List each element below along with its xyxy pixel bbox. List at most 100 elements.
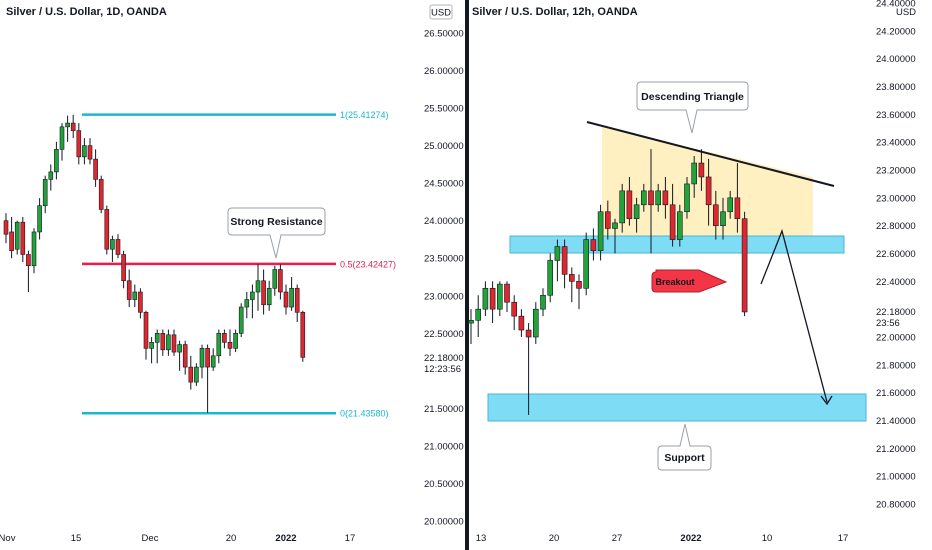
right-y-tick: 24.20000 xyxy=(876,26,916,37)
candle-body xyxy=(59,126,65,150)
triangle-trendline xyxy=(586,121,835,187)
right-price-axis: 24.40000 24.20000 24.00000 23.80000 23.60000… xyxy=(876,0,916,511)
candle-body xyxy=(54,149,59,173)
support-callout: Support xyxy=(657,423,712,471)
candle-body xyxy=(597,211,604,252)
candle-body xyxy=(489,287,496,310)
right-x-tick: 17 xyxy=(838,533,849,544)
right-y-tick: 21.00000 xyxy=(876,472,916,483)
candle-body xyxy=(216,333,222,357)
candle-body xyxy=(511,301,518,317)
left-x-tick: 2022 xyxy=(275,533,296,544)
candle-body xyxy=(126,280,132,300)
left-time-axis: Nov 15 Dec 20 2022 17 xyxy=(0,533,355,544)
right-y-tick: 21.20000 xyxy=(876,444,916,455)
candle-body xyxy=(194,366,199,383)
candle-body xyxy=(261,280,266,306)
candle-body xyxy=(82,145,87,158)
projection-arrowhead xyxy=(820,395,833,406)
fib-level-0-label: 0(21.43580) xyxy=(340,409,389,419)
candle-body xyxy=(612,222,618,229)
right-y-tick: 22.60000 xyxy=(876,249,916,260)
right-y-tick: 22.00000 xyxy=(876,333,916,344)
panel-divider xyxy=(465,0,469,550)
candle-body xyxy=(70,122,76,131)
candle-body xyxy=(250,291,255,300)
candle-body xyxy=(727,197,734,213)
left-price-axis: 26.50000 26.00000 25.50000 25.00000 24.50000… xyxy=(424,29,464,528)
candle-body xyxy=(244,299,250,308)
candle-body xyxy=(540,294,546,310)
candle-body xyxy=(37,205,42,233)
candle-body xyxy=(31,231,37,267)
right-candles xyxy=(468,149,748,415)
left-x-tick: 15 xyxy=(71,533,82,544)
candle-body xyxy=(26,254,31,267)
candle-body xyxy=(14,221,20,250)
left-y-tick: 20.50000 xyxy=(424,479,464,490)
candle-body xyxy=(238,306,244,334)
candle-body xyxy=(115,239,121,255)
candle-body xyxy=(619,190,626,224)
left-x-tick: 20 xyxy=(226,533,237,544)
left-x-tick: Dec xyxy=(142,533,159,544)
candle-body xyxy=(741,218,748,313)
left-y-tick: 21.00000 xyxy=(424,441,464,452)
candle-body xyxy=(568,274,575,282)
candle-body xyxy=(121,254,126,282)
candle-body xyxy=(149,342,154,349)
candle-body xyxy=(468,319,474,324)
right-y-tick: 23.80000 xyxy=(876,82,916,93)
candle-body xyxy=(9,231,14,252)
candle-body xyxy=(110,239,115,250)
left-chart-title: Silver / U.S. Dollar, 1D, OANDA xyxy=(6,6,167,18)
right-y-tick: 21.80000 xyxy=(876,360,916,371)
left-y-tick: 25.00000 xyxy=(424,141,464,152)
candle-body xyxy=(662,190,669,206)
candle-body xyxy=(182,344,188,368)
candle-body xyxy=(289,287,294,308)
strong-resistance-callout: Strong Resistance xyxy=(227,207,326,259)
left-fib-levels: 1(25.41274) 0.5(23.42427) 0(21.43580) xyxy=(82,110,396,419)
left-y-tick: 23.50000 xyxy=(424,254,464,265)
candle-body xyxy=(222,333,227,343)
support-label: Support xyxy=(664,452,705,464)
candle-body xyxy=(576,281,582,289)
fib-level-1-label: 1(25.41274) xyxy=(340,110,389,120)
left-y-tick: 24.00000 xyxy=(424,216,464,227)
right-y-tick: 22.80000 xyxy=(876,221,916,232)
right-price-label: 22.18000 xyxy=(876,307,916,318)
right-y-tick: 22.40000 xyxy=(876,277,916,288)
candle-body xyxy=(684,183,690,213)
breakout-label: Breakout xyxy=(655,277,694,287)
candle-body xyxy=(720,211,726,226)
right-x-tick: 10 xyxy=(762,533,773,544)
left-y-tick: 24.50000 xyxy=(424,179,464,190)
left-x-tick: 17 xyxy=(345,533,356,544)
left-candles xyxy=(3,114,306,413)
left-countdown: 12:23:56 xyxy=(424,364,461,375)
left-y-tick: 25.50000 xyxy=(424,104,464,115)
candle-body xyxy=(475,308,482,321)
candle-body xyxy=(590,239,597,252)
right-chart-title: Silver / U.S. Dollar, 12h, OANDA xyxy=(472,6,638,18)
candle-body xyxy=(691,162,698,185)
candle-body xyxy=(160,333,166,351)
projection-path xyxy=(760,228,828,403)
candle-body xyxy=(210,355,216,368)
right-y-tick: 23.40000 xyxy=(876,138,916,149)
candle-body xyxy=(655,190,662,206)
candle-body xyxy=(554,246,561,261)
candle-body xyxy=(48,171,54,180)
candle-body xyxy=(233,333,238,349)
right-x-tick: 27 xyxy=(612,533,623,544)
candle-body xyxy=(76,130,82,158)
right-y-tick: 20.80000 xyxy=(876,500,916,511)
right-countdown: 23:56 xyxy=(876,318,900,329)
left-y-tick: 26.50000 xyxy=(424,29,464,40)
candle-body xyxy=(525,329,532,338)
candle-body xyxy=(143,311,149,349)
candle-body xyxy=(294,287,300,313)
candle-body xyxy=(640,190,647,206)
